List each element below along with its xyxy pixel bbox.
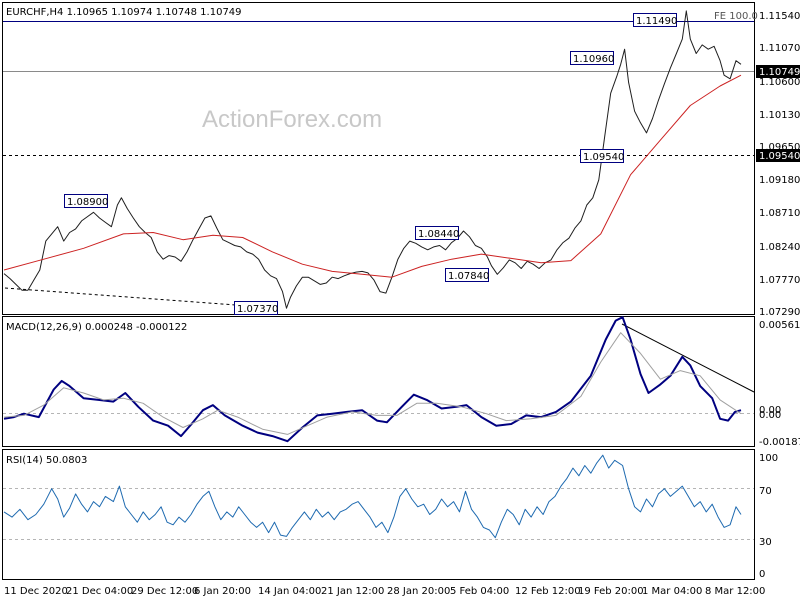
- rsi-axis: 100 70 30 0: [759, 453, 778, 580]
- panel-frames: [2, 2, 755, 580]
- rsi-tick: 100: [759, 453, 778, 464]
- annotation-1-08900-label: 1.08900: [67, 197, 108, 208]
- lower-trendline: [4, 287, 237, 306]
- series-layer: [3, 10, 742, 539]
- price-tick: 1.08710: [759, 208, 800, 219]
- price-tick: 1.08240: [759, 242, 800, 253]
- annotation-1-11490-label: 1.11490: [636, 16, 677, 27]
- level-tag-box: [756, 149, 800, 162]
- fe-label: FE 100.0: [714, 11, 758, 22]
- time-label: 14 Jan 04:00: [258, 586, 321, 597]
- price-tick: 1.07770: [759, 275, 800, 286]
- annotation-1-08440-label: 1.08440: [418, 229, 459, 240]
- price-tick: 1.10130: [759, 110, 800, 121]
- macd-trendline: [621, 323, 755, 393]
- time-label: 21 Dec 04:00: [66, 586, 133, 597]
- time-label: 21 Jan 12:00: [321, 586, 384, 597]
- price-panel-frame: [2, 2, 755, 315]
- price-tick: 1.09650: [759, 142, 800, 153]
- macd-panel-frame: [2, 316, 755, 447]
- rsi-tick: 0: [759, 569, 765, 580]
- macd-tick: 0.00561: [759, 320, 800, 331]
- watermark: ActionForex.com: [202, 106, 382, 133]
- annotation-1-08440: 1.08440: [415, 226, 459, 240]
- rsi-tick: 70: [759, 486, 772, 497]
- price-tick: 1.09180: [759, 175, 800, 186]
- annotation-1-07840-label: 1.07840: [448, 271, 489, 282]
- annotation-1-08900: 1.08900: [64, 194, 108, 208]
- annotation-1-11490: 1.11490: [633, 13, 677, 27]
- time-axis: 11 Dec 2020 21 Dec 04:00 29 Dec 12:00 6 …: [4, 586, 765, 597]
- macd-axis: 0.00561 0.00 0.00 -0.001876: [759, 320, 800, 448]
- price-tag: 1.10749: [759, 67, 800, 78]
- macd-tick: 0.00: [759, 410, 781, 421]
- macd-tick: -0.001876: [759, 437, 800, 448]
- rsi-header: RSI(14) 50.0803: [6, 455, 87, 466]
- price-tick: 1.11540: [759, 11, 800, 22]
- time-label: 29 Dec 12:00: [131, 586, 198, 597]
- time-label: 8 Mar 12:00: [705, 586, 765, 597]
- annotation-1-10960-label: 1.10960: [573, 54, 614, 65]
- rsi-line: [3, 454, 742, 539]
- price-line: [3, 10, 742, 309]
- time-label: 1 Mar 04:00: [642, 586, 702, 597]
- price-tick: 1.11070: [759, 43, 800, 54]
- price-tick: 1.10600: [759, 77, 800, 88]
- annotation-1-09540-label: 1.09540: [583, 152, 624, 163]
- price-header: EURCHF,H4 1.10965 1.10974 1.10748 1.1074…: [6, 7, 242, 18]
- annotation-1-10960: 1.10960: [570, 51, 614, 65]
- level-tag: 1.09540: [759, 151, 800, 162]
- signal-line: [3, 332, 742, 435]
- time-label: 19 Feb 20:00: [578, 586, 644, 597]
- rsi-panel-frame: [2, 449, 755, 580]
- price-axis: 1.11540 1.11070 1.10600 1.10130 1.09650 …: [756, 11, 800, 318]
- rsi-tick: 30: [759, 537, 772, 548]
- moving-average-line: [3, 74, 742, 278]
- time-label: 28 Jan 20:00: [387, 586, 450, 597]
- annotation-1-07370: 1.07370: [234, 301, 278, 315]
- time-label: 11 Dec 2020: [4, 586, 68, 597]
- annotation-1-07370-label: 1.07370: [237, 304, 278, 315]
- price-tag-box: [756, 65, 800, 78]
- macd-line: [3, 316, 742, 443]
- time-label: 12 Feb 12:00: [515, 586, 581, 597]
- annotation-1-07840: 1.07840: [445, 268, 489, 282]
- annotation-1-09540: 1.09540: [580, 149, 624, 163]
- time-label: 5 Feb 04:00: [450, 586, 509, 597]
- macd-tick: 0.00: [759, 405, 781, 416]
- price-tick: 1.07290: [759, 307, 800, 318]
- macd-header: MACD(12,26,9) 0.000248 -0.000122: [6, 322, 187, 333]
- time-label: 6 Jan 20:00: [194, 586, 251, 597]
